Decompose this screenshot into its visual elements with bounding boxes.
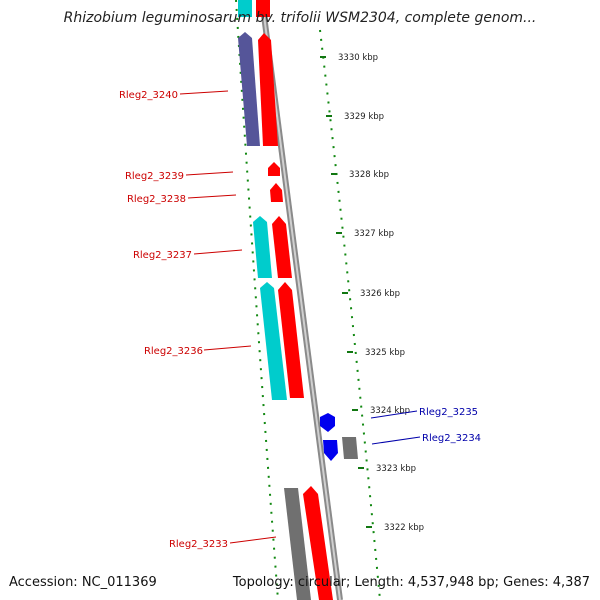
scale-tick-label: 3325 kbp [365,348,405,358]
feature-reverse-cyan-top[interactable] [238,0,252,17]
gene-label-leader-line [371,436,421,445]
feature-gray-right[interactable] [342,437,358,459]
feature-Rleg2_3237[interactable] [253,216,272,278]
scale-tick-label: 3329 kbp [344,112,384,122]
feature-forward-red-top[interactable] [256,0,270,17]
map-title: Rhizobium leguminosarum bv. trifolii WSM… [63,10,537,26]
gene-label-Rleg2_3237[interactable]: Rleg2_3237 [133,250,192,261]
scale-tick-label: 3330 kbp [338,53,378,63]
scale-tick-label: 3323 kbp [376,464,416,474]
gene-label-Rleg2_3236[interactable]: Rleg2_3236 [144,346,203,357]
feature-Rleg2_3233-gray[interactable] [284,488,311,600]
gene-label-leader-line [193,249,243,255]
gene-label-leader-line [203,345,252,351]
feature-Rleg2_3237-forward[interactable] [272,216,292,278]
outer-track [320,413,358,461]
gene-label-leader-line [187,194,237,199]
scale-tick-label: 3327 kbp [354,229,394,239]
feature-Rleg2_3238[interactable] [270,183,283,202]
gene-label-leader-line [179,90,229,95]
gene-label-Rleg2_3235[interactable]: Rleg2_3235 [419,407,478,418]
gene-label-leader-line [370,410,418,419]
feature-Rleg2_3236[interactable] [260,282,287,400]
gene-label-Rleg2_3238[interactable]: Rleg2_3238 [127,194,186,205]
feature-Rleg2_3239[interactable] [268,162,280,176]
reverse-track [238,0,311,600]
feature-Rleg2_3236-forward[interactable] [278,282,304,398]
scale-tick-label: 3324 kbp [370,406,410,416]
gene-label-Rleg2_3239[interactable]: Rleg2_3239 [125,171,184,182]
feature-Rleg2_3233-forward[interactable] [303,486,333,600]
scale-ticks: 3330 kbp 3329 kbp 3328 kbp 3327 kbp 3326 kbp… [320,53,424,533]
accession-text: Accession: NC_011369 [9,575,157,590]
gene-label-Rleg2_3233[interactable]: Rleg2_3233 [169,539,228,550]
scale-tick-label: 3326 kbp [360,289,400,299]
gene-labels: Rleg2_3240 Rleg2_3239 Rleg2_3238 Rleg2_3237… [119,90,481,550]
gene-label-leader-line [229,536,277,544]
scale-tick-label: 3328 kbp [349,170,389,180]
feature-Rleg2_3235[interactable] [320,413,335,432]
feature-Rleg2_3240[interactable] [238,32,260,146]
scale-tick-label: 3322 kbp [384,523,424,533]
feature-Rleg2_3240-forward[interactable] [258,33,278,146]
feature-Rleg2_3234[interactable] [323,440,338,461]
topology-text: Topology: circular; Length: 4,537,948 bp… [232,575,590,590]
forward-track [256,0,333,600]
gene-label-Rleg2_3240[interactable]: Rleg2_3240 [119,90,178,101]
gene-label-leader-line [185,171,234,176]
outer-lane-guide [319,29,381,600]
gene-label-Rleg2_3234[interactable]: Rleg2_3234 [422,433,481,444]
